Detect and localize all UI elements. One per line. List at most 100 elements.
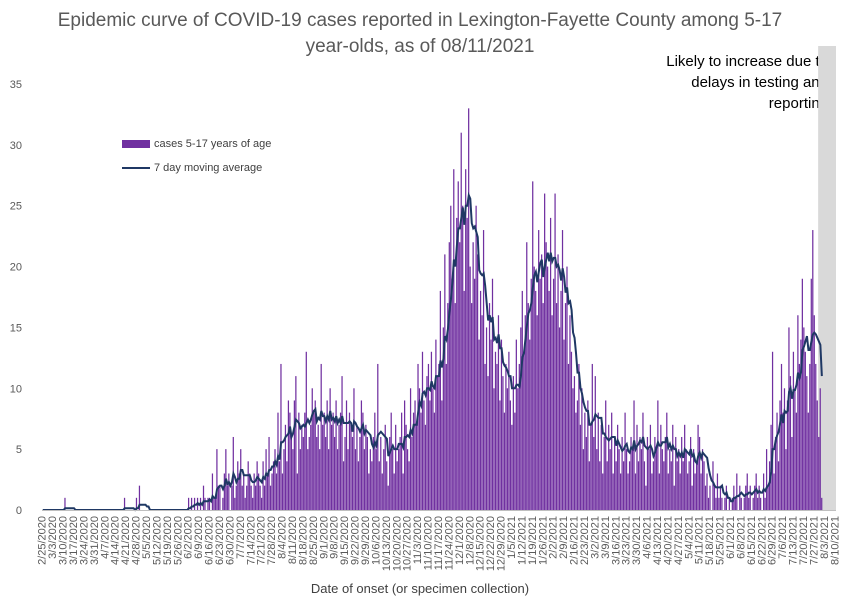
bar-cases	[401, 412, 403, 510]
bar-cases	[503, 412, 506, 510]
bar-cases	[588, 461, 590, 510]
bar-cases	[482, 230, 485, 511]
bar-cases	[734, 497, 736, 510]
bar-cases	[187, 497, 190, 510]
bar-cases	[415, 424, 418, 510]
bar-cases	[299, 449, 301, 510]
bar-cases	[289, 412, 291, 510]
bar-cases	[281, 473, 284, 510]
bar-cases	[246, 485, 248, 510]
legend: cases 5-17 years of age 7 day moving ave…	[122, 135, 271, 183]
bar-cases	[484, 363, 486, 510]
bar-cases	[500, 339, 503, 510]
bar-cases	[219, 485, 221, 510]
x-tick-label: 4/6/2021	[642, 516, 654, 559]
bar-cases	[474, 278, 476, 510]
x-tick-label: 4/27/2021	[673, 516, 685, 565]
bar-cases	[798, 363, 800, 510]
bar-cases	[459, 242, 461, 510]
bar-cases	[628, 461, 631, 510]
bar-cases	[409, 388, 412, 510]
bar-cases	[472, 242, 474, 510]
bar-cases	[682, 461, 684, 510]
legend-label-cases: cases 5-17 years of age	[154, 138, 272, 150]
x-tick-label: 10/20/2020	[391, 516, 403, 571]
bar-cases	[609, 449, 611, 510]
bar-cases	[414, 400, 416, 510]
x-tick-label: 7/27/2021	[808, 516, 820, 565]
y-tick-label: 35	[10, 79, 22, 91]
bar-cases	[685, 449, 687, 510]
bar-cases	[794, 388, 796, 510]
bar-cases	[807, 412, 809, 510]
bar-cases	[646, 436, 649, 510]
bar-cases	[301, 424, 303, 510]
bar-cases	[648, 449, 650, 510]
bar-cases	[396, 461, 398, 510]
x-tick-label: 9/22/2020	[350, 516, 362, 565]
bar-cases	[304, 412, 306, 510]
bar-cases	[514, 412, 516, 510]
bar-cases	[712, 461, 714, 510]
bar-cases	[260, 497, 263, 510]
x-tick-label: 3/30/2021	[631, 516, 643, 565]
y-tick-label: 10	[10, 383, 22, 395]
bar-cases	[252, 497, 254, 510]
bar-cases	[651, 473, 653, 510]
bar-cases	[602, 473, 604, 510]
bar-cases	[758, 485, 760, 510]
x-tick-label: 4/7/2020	[99, 516, 111, 559]
bar-cases	[286, 461, 288, 510]
bar-cases	[138, 485, 141, 510]
bar-cases	[570, 351, 573, 510]
bar-cases	[636, 424, 638, 510]
bar-cases	[819, 388, 821, 510]
bar-cases	[812, 230, 814, 511]
bar-cases	[491, 278, 494, 510]
bar-cases	[308, 436, 310, 510]
bar-cases	[745, 485, 747, 510]
bar-cases	[508, 351, 510, 510]
bar-cases	[664, 436, 666, 510]
bar-cases	[368, 473, 370, 510]
bar-cases	[600, 424, 602, 510]
bar-cases	[663, 461, 665, 510]
x-tick-label: 1/19/2021	[527, 516, 539, 565]
x-tick-label: 12/8/2020	[464, 516, 476, 565]
bar-cases	[700, 473, 702, 510]
bar-cases	[612, 473, 614, 510]
bar-cases	[764, 497, 766, 510]
bar-cases	[354, 449, 357, 510]
bar-cases	[621, 436, 623, 510]
x-tick-label: 3/16/2021	[610, 516, 622, 565]
bar-cases	[223, 473, 225, 510]
bar-cases	[630, 436, 632, 510]
bar-cases	[296, 473, 298, 510]
bar-cases	[64, 497, 66, 510]
bar-cases	[736, 473, 738, 510]
x-tick-label: 10/13/2020	[381, 516, 393, 571]
x-tick-label: 7/20/2021	[798, 516, 810, 565]
bar-cases	[436, 376, 439, 510]
bar-cases	[688, 461, 690, 510]
bar-cases	[423, 400, 425, 510]
bar-cases	[567, 363, 570, 510]
bar-cases	[405, 424, 407, 510]
bar-cases	[213, 497, 215, 510]
bar-cases	[676, 461, 678, 510]
x-tick-label: 4/13/2021	[652, 516, 664, 565]
bar-cases	[748, 497, 750, 510]
bar-cases	[494, 351, 497, 510]
bar-cases	[615, 461, 617, 510]
bar-cases	[439, 290, 441, 510]
bar-cases	[740, 497, 742, 510]
bar-cases	[383, 449, 385, 510]
reporting-delay-shade	[818, 46, 836, 510]
bar-cases	[518, 363, 520, 510]
x-tick-label: 3/23/2021	[621, 516, 633, 565]
x-tick-label: 3/17/2020	[68, 516, 80, 565]
bar-cases	[341, 376, 343, 510]
bar-cases	[517, 388, 519, 510]
bar-cases	[374, 412, 376, 510]
bar-cases	[654, 436, 656, 510]
